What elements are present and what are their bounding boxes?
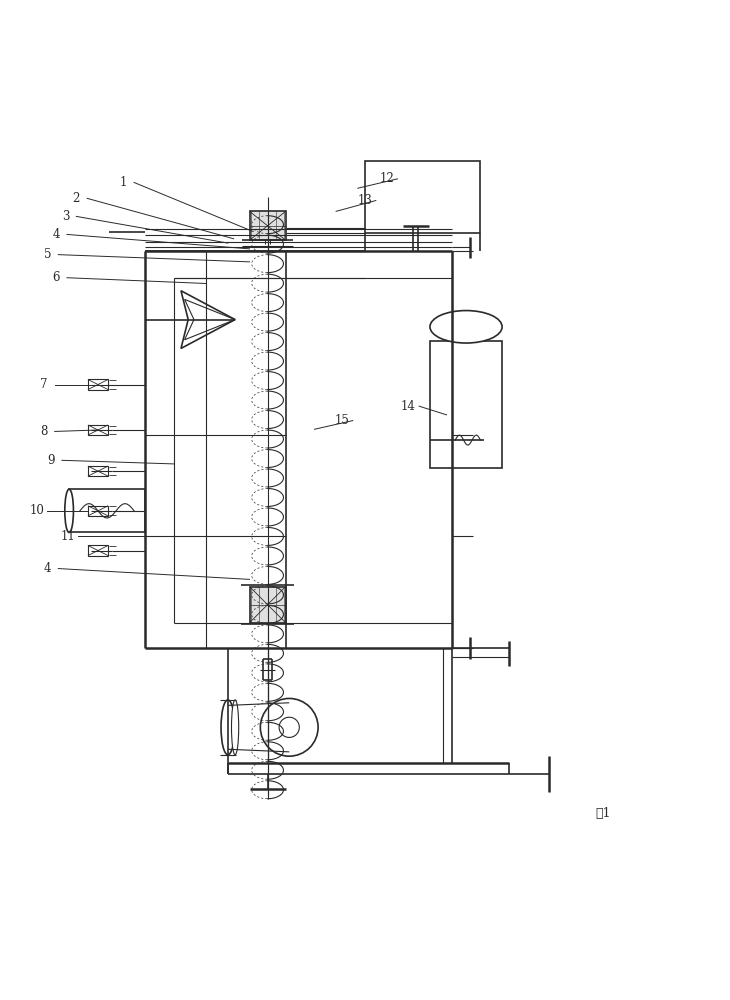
Bar bbox=[452, 422, 484, 458]
Text: 7: 7 bbox=[40, 378, 47, 391]
Text: 4: 4 bbox=[44, 562, 51, 575]
Text: 9: 9 bbox=[47, 454, 55, 467]
Ellipse shape bbox=[221, 700, 235, 755]
Bar bbox=[69, 489, 145, 532]
Bar bbox=[250, 587, 285, 623]
Text: 2: 2 bbox=[73, 192, 80, 205]
Text: 图1: 图1 bbox=[596, 807, 611, 820]
Ellipse shape bbox=[65, 489, 74, 532]
Bar bbox=[430, 341, 502, 468]
Text: 10: 10 bbox=[29, 504, 44, 517]
Text: 8: 8 bbox=[40, 425, 47, 438]
Bar bbox=[88, 545, 108, 556]
Bar bbox=[88, 379, 108, 390]
Text: 6: 6 bbox=[53, 271, 60, 284]
Text: 11: 11 bbox=[61, 530, 75, 543]
Text: 14: 14 bbox=[401, 400, 416, 413]
Bar bbox=[250, 211, 285, 240]
Bar bbox=[365, 161, 480, 233]
Ellipse shape bbox=[231, 700, 239, 755]
Text: 3: 3 bbox=[62, 210, 69, 223]
Text: 5: 5 bbox=[44, 248, 51, 261]
Text: 4: 4 bbox=[53, 228, 60, 241]
Bar bbox=[88, 506, 108, 516]
Bar bbox=[88, 466, 108, 476]
Text: 12: 12 bbox=[380, 172, 394, 185]
Text: 15: 15 bbox=[334, 414, 350, 427]
Text: 1: 1 bbox=[120, 176, 127, 189]
Ellipse shape bbox=[430, 311, 502, 343]
Bar bbox=[88, 425, 108, 435]
Text: 13: 13 bbox=[358, 194, 372, 207]
